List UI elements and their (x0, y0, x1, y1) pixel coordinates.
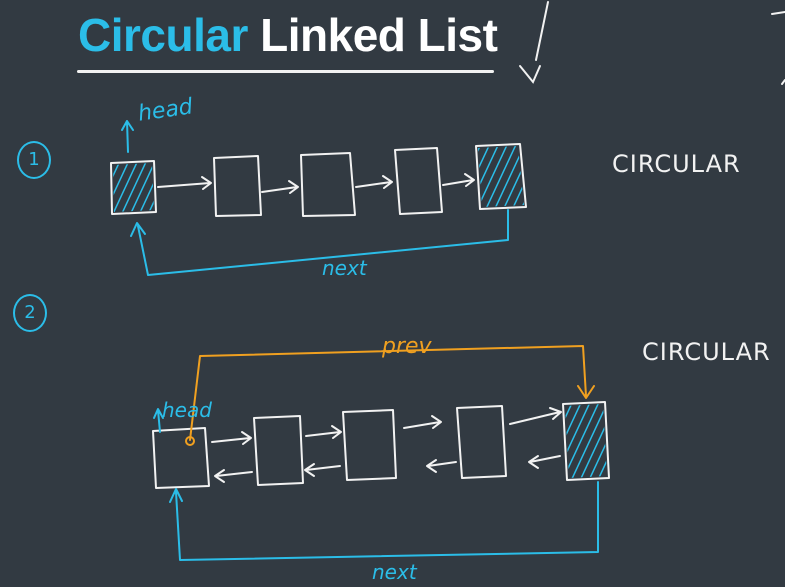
d1-type-label: CIRCULAR (612, 150, 741, 178)
d2-node-3 (342, 409, 397, 481)
d2-fwd-4-5 (509, 407, 562, 425)
d1-head-arrow (121, 120, 134, 153)
d1-node-1-hatch (113, 163, 154, 212)
d1-node-3 (300, 152, 356, 217)
d2-head-label: head (162, 398, 212, 422)
d2-head-arrow (153, 408, 164, 433)
d2-fwd-1-2 (211, 431, 252, 445)
d2-next-label: next (372, 560, 417, 584)
diagram-2 (152, 401, 610, 489)
stray-strokes (519, 1, 785, 85)
d1-arrow-1-2 (157, 176, 212, 190)
d1-next-loop (130, 209, 509, 276)
d1-node-5-hatch (478, 146, 524, 207)
diagram-1-pointers (121, 120, 509, 276)
d2-prev-loop (189, 345, 595, 441)
d2-prev-label: prev (382, 334, 432, 359)
d2-back-5-4 (528, 455, 561, 469)
title-underline (77, 70, 494, 73)
page-title: Circular Linked List (78, 9, 498, 61)
d2-node-1 (152, 427, 210, 489)
diagram-1 (110, 143, 527, 217)
d2-prev-origin-dot (185, 436, 195, 446)
step-number-2: 2 (13, 294, 47, 332)
diagram-2-prev-pointer (185, 345, 595, 446)
d2-fwd-2-3 (305, 425, 342, 439)
d1-node-2 (213, 155, 262, 217)
d1-arrow-2-3 (261, 180, 299, 194)
d2-back-3-2 (304, 463, 341, 477)
d2-node-5-hatch (565, 404, 607, 478)
d2-node-4 (456, 405, 507, 479)
d2-node-2 (253, 415, 304, 486)
d2-back-2-1 (214, 469, 253, 483)
d2-back-4-3 (426, 459, 457, 473)
step-number-1: 1 (17, 141, 51, 179)
diagram-2-pointers (153, 408, 599, 561)
d2-next-loop (169, 481, 599, 561)
d2-type-label: CIRCULAR (642, 338, 771, 366)
d2-node-5 (562, 401, 610, 481)
d1-next-label: next (322, 256, 367, 280)
d1-node-4 (394, 147, 443, 215)
title-word-linked-list: Linked List (260, 9, 498, 61)
d1-arrow-3-4 (355, 175, 393, 189)
title-word-circular: Circular (78, 9, 248, 61)
d1-node-5 (475, 143, 527, 210)
d1-arrow-4-5 (442, 173, 475, 187)
d1-node-1 (110, 160, 157, 215)
d2-fwd-3-4 (403, 415, 442, 429)
